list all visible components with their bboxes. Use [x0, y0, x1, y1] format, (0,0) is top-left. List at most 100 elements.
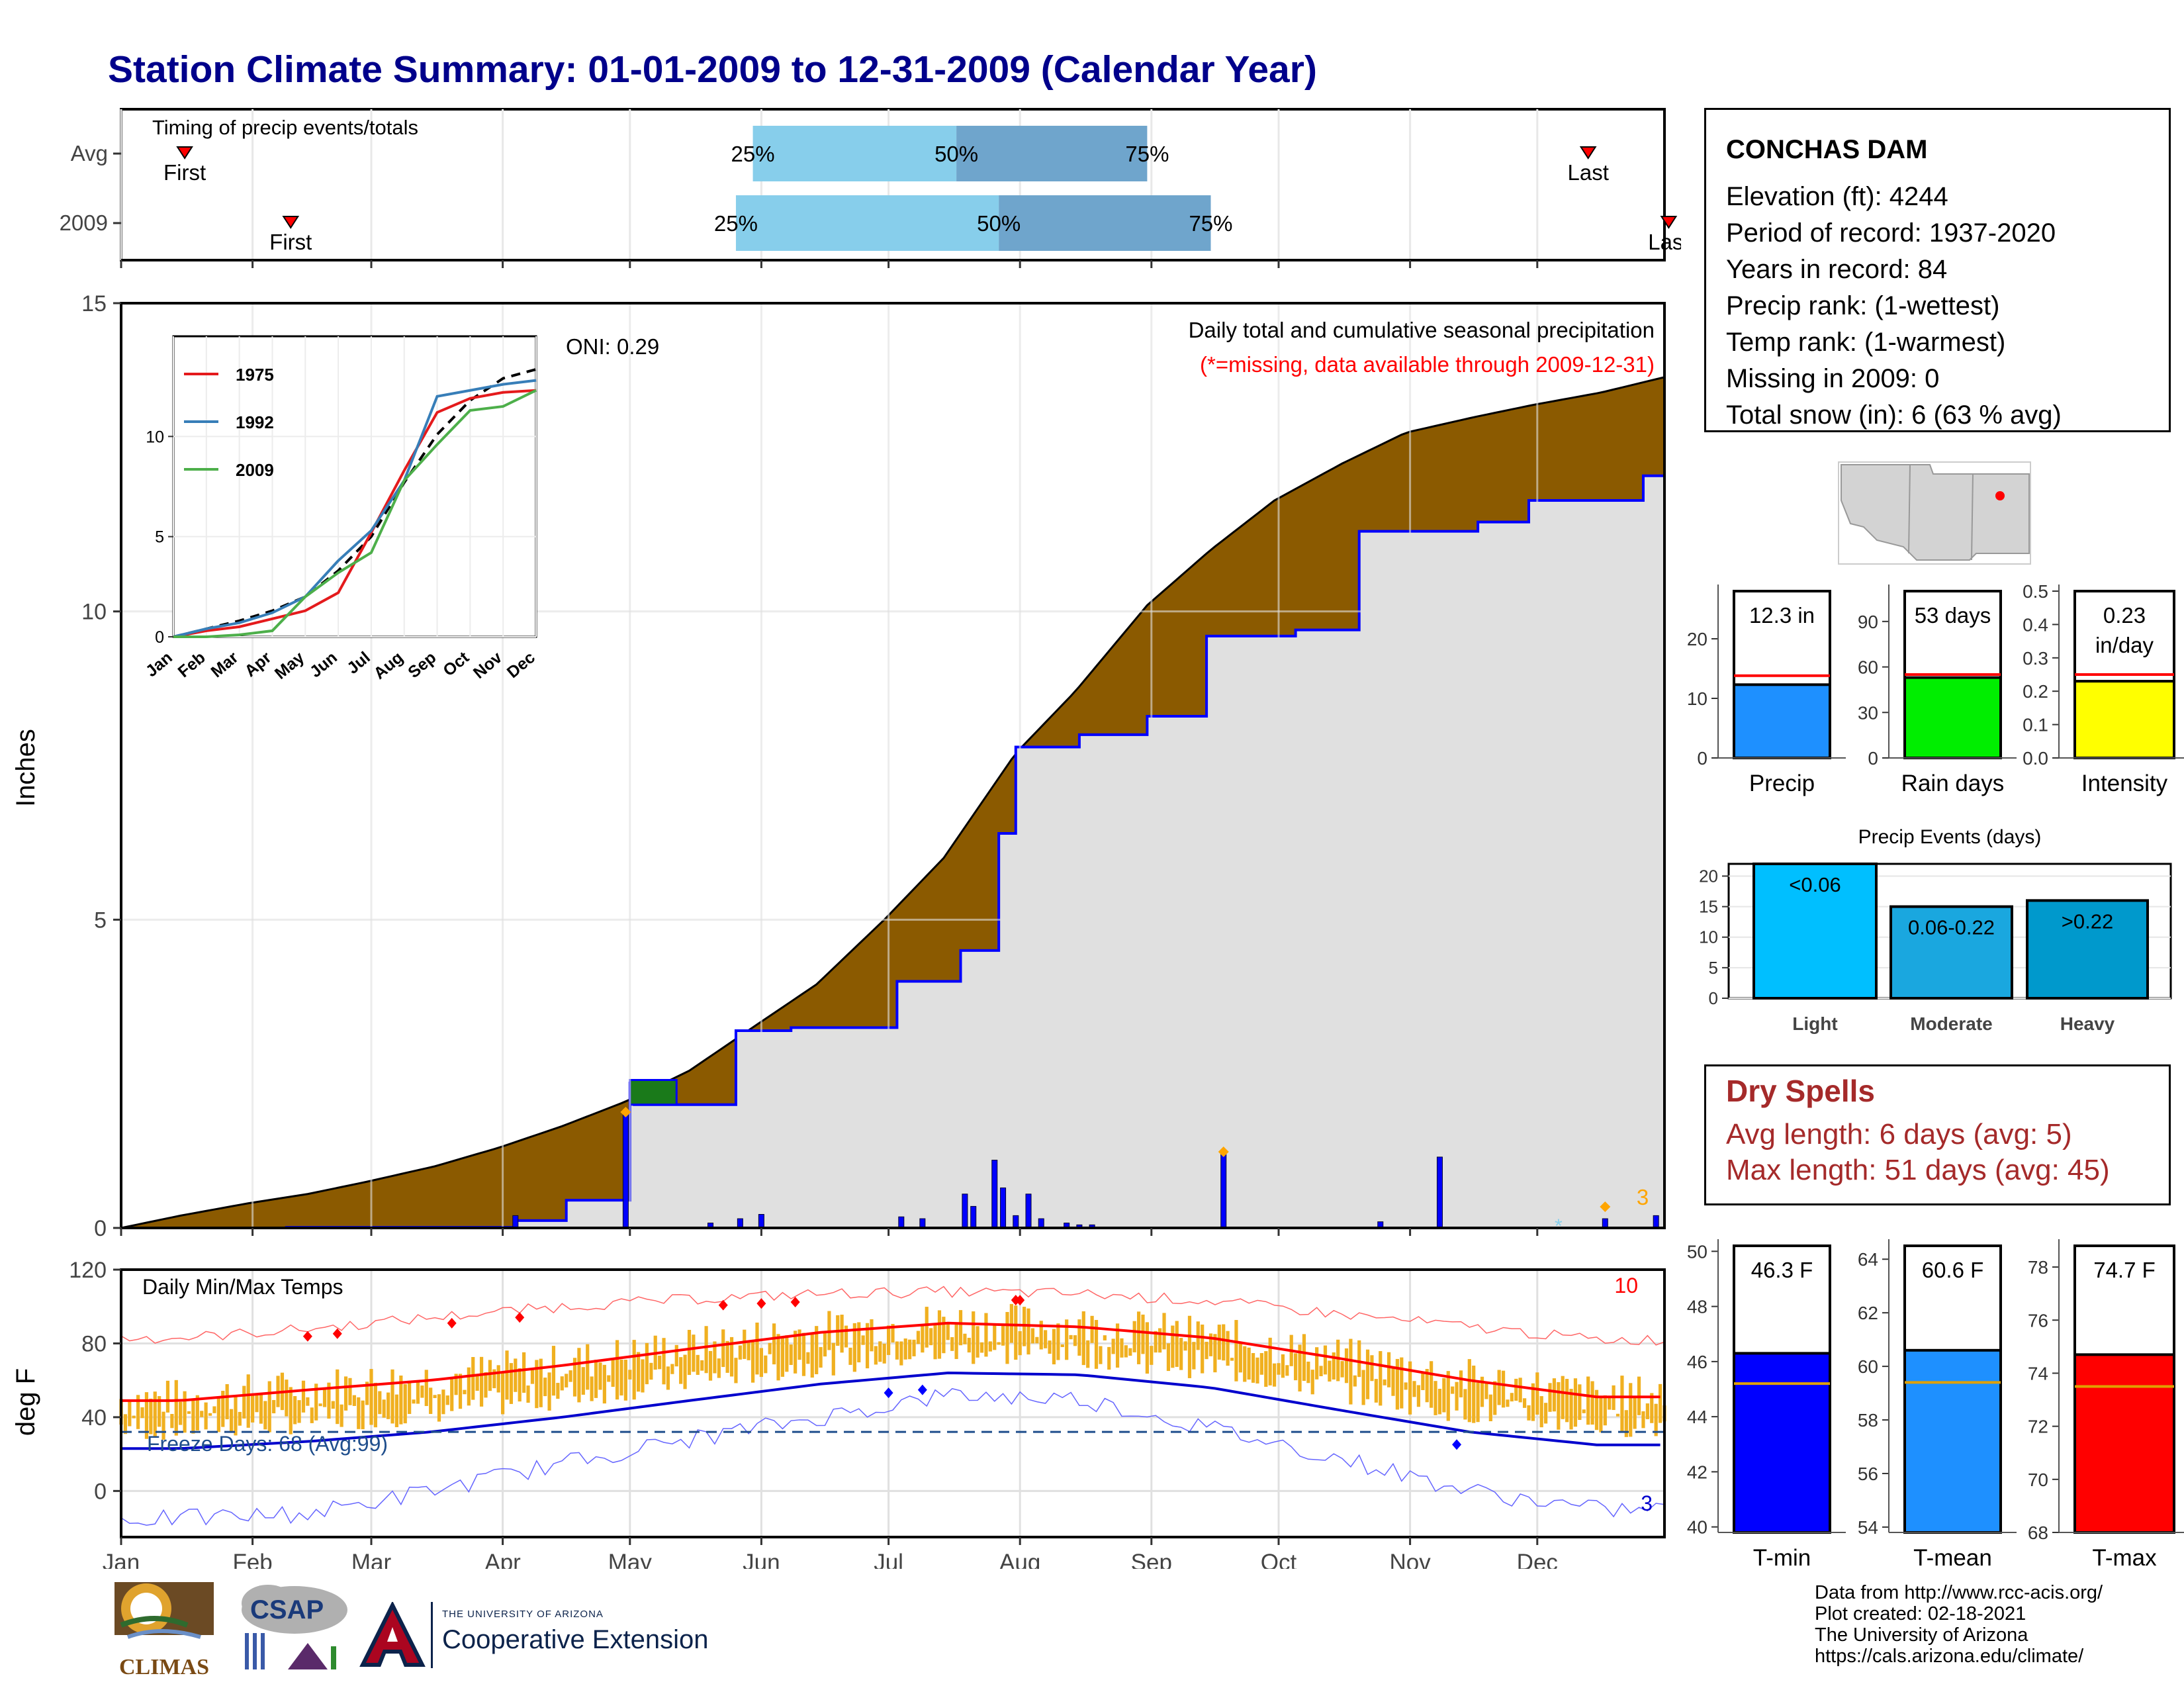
- daily-temp-bar: [1120, 1338, 1124, 1358]
- daily-temp-bar: [1383, 1379, 1387, 1385]
- daily-temp-bar: [645, 1342, 649, 1385]
- daily-temp-bar: [865, 1323, 870, 1369]
- daily-temp-bar: [852, 1323, 856, 1372]
- daily-temp-bar: [696, 1354, 700, 1375]
- daily-temp-bar: [819, 1346, 823, 1368]
- daily-temp-bar: [1298, 1344, 1302, 1392]
- daily-temp-bar: [734, 1358, 738, 1383]
- daily-precip-bar: [1436, 1156, 1443, 1229]
- daily-temp-bar: [412, 1399, 416, 1404]
- footer-line: https://cals.arizona.edu/climate/: [1815, 1646, 2084, 1667]
- daily-temp-bar: [891, 1324, 895, 1343]
- daily-temp-bar: [437, 1394, 441, 1422]
- daily-temp-bar: [662, 1338, 666, 1385]
- daily-temp-bar: [963, 1333, 967, 1344]
- precip-y-tick-label: 10: [81, 600, 107, 625]
- daily-temp-bar: [496, 1365, 500, 1393]
- daily-temp-bar: [1099, 1346, 1103, 1364]
- daily-temp-bar: [1561, 1376, 1565, 1419]
- temp-y-tick-label: 80: [81, 1331, 107, 1356]
- max-precip-marker: [620, 1107, 631, 1117]
- station-detail-line: Precip rank: (1-wettest): [1726, 291, 2000, 320]
- daily-temp-bar: [1370, 1355, 1374, 1382]
- daily-temp-bar: [1141, 1314, 1145, 1354]
- daily-temp-bar: [475, 1374, 479, 1391]
- daily-temp-bar: [348, 1378, 352, 1405]
- mini-chart-value-label: 46.3 F: [1751, 1258, 1813, 1282]
- last-event-marker: [1660, 216, 1678, 229]
- daily-temp-bar: [208, 1413, 212, 1416]
- inset-legend-label: 1975: [236, 365, 274, 385]
- page-title: Station Climate Summary: 01-01-2009 to 1…: [108, 48, 1317, 91]
- daily-precip-bar: [622, 1110, 629, 1229]
- daily-temp-bar: [1277, 1363, 1281, 1375]
- daily-temp-bar: [1599, 1397, 1603, 1432]
- csap-emblem: [242, 1585, 347, 1669]
- daily-temp-bar: [1365, 1349, 1370, 1399]
- daily-temp-bar: [687, 1329, 692, 1376]
- mini-chart-tick-label: 54: [1858, 1517, 1878, 1538]
- temp-panel-label: Daily Min/Max Temps: [142, 1275, 343, 1299]
- daily-temp-bar: [204, 1402, 208, 1430]
- daily-temp-bar: [683, 1354, 687, 1389]
- month-label: Jul: [874, 1550, 903, 1569]
- daily-temp-bar: [729, 1336, 734, 1377]
- month-label: May: [608, 1550, 653, 1569]
- daily-temp-bar: [1535, 1372, 1539, 1415]
- mini-chart-tick-label: 0.2: [2023, 681, 2048, 702]
- precip-corner-count: 3: [1637, 1185, 1649, 1209]
- first-event-label: First: [163, 160, 206, 185]
- daily-temp-bar: [1018, 1331, 1022, 1356]
- location-map: [1838, 461, 2031, 565]
- record-high-marker: [447, 1317, 457, 1329]
- daily-temp-bar: [725, 1340, 729, 1373]
- daily-temp-bar: [1187, 1315, 1192, 1378]
- daily-temp-bar: [861, 1335, 865, 1345]
- timing-bar-q25-q50: [752, 126, 957, 181]
- daily-temp-bar: [1510, 1393, 1514, 1402]
- daily-temp-bar: [140, 1407, 144, 1419]
- daily-temp-bar: [1323, 1345, 1328, 1375]
- daily-temp-bar: [1455, 1382, 1459, 1411]
- footer-line: Plot created: 02-18-2021: [1815, 1603, 2026, 1624]
- daily-temp-bar: [1493, 1381, 1497, 1415]
- daily-temp-bar: [1433, 1381, 1437, 1415]
- daily-temp-bar: [1077, 1319, 1081, 1356]
- daily-temp-bar: [144, 1392, 149, 1439]
- daily-temp-bar: [1328, 1360, 1332, 1382]
- daily-temp-bar: [1065, 1319, 1069, 1360]
- daily-temp-bar: [632, 1340, 636, 1400]
- daily-temp-bar: [365, 1382, 369, 1405]
- daily-temp-bar: [1416, 1385, 1421, 1407]
- mini-chart-tick-label: 90: [1858, 612, 1878, 632]
- climas-wordmark: CLIMAS: [118, 1655, 210, 1679]
- daily-temp-bar: [471, 1357, 475, 1400]
- daily-precip-bar: [512, 1215, 519, 1229]
- daily-temp-bar: [1459, 1370, 1463, 1397]
- daily-temp-bar: [1501, 1370, 1506, 1408]
- daily-temp-bar: [1217, 1325, 1221, 1360]
- daily-temp-bar: [221, 1391, 225, 1427]
- daily-temp-bar: [958, 1310, 963, 1346]
- record-low-marker: [884, 1387, 893, 1399]
- daily-temp-bar: [484, 1372, 488, 1398]
- daily-temp-bar: [721, 1329, 725, 1368]
- daily-temp-bar: [1641, 1411, 1645, 1429]
- precip-events-category: Moderate: [1910, 1013, 1992, 1034]
- daily-temp-bar: [611, 1358, 615, 1387]
- daily-temp-bar: [1391, 1366, 1395, 1396]
- daily-temp-bar: [560, 1376, 564, 1391]
- daily-temp-bar: [1039, 1321, 1043, 1350]
- daily-temp-bar: [1476, 1382, 1480, 1423]
- daily-temp-bar: [878, 1341, 882, 1362]
- daily-temp-bar: [772, 1323, 776, 1365]
- daily-temp-bar: [844, 1325, 848, 1348]
- precip-note: Daily total and cumulative seasonal prec…: [1189, 318, 1655, 342]
- station-details: Elevation (ft): 4244 Period of record: 19…: [1726, 179, 2169, 434]
- daily-temp-bar: [1145, 1322, 1149, 1374]
- daily-temp-bar: [747, 1341, 751, 1360]
- daily-temp-bar: [1115, 1323, 1120, 1368]
- daily-temp-bar: [967, 1337, 971, 1353]
- daily-temp-bar: [1294, 1353, 1298, 1381]
- precip-events-tick-label: 5: [1709, 958, 1718, 978]
